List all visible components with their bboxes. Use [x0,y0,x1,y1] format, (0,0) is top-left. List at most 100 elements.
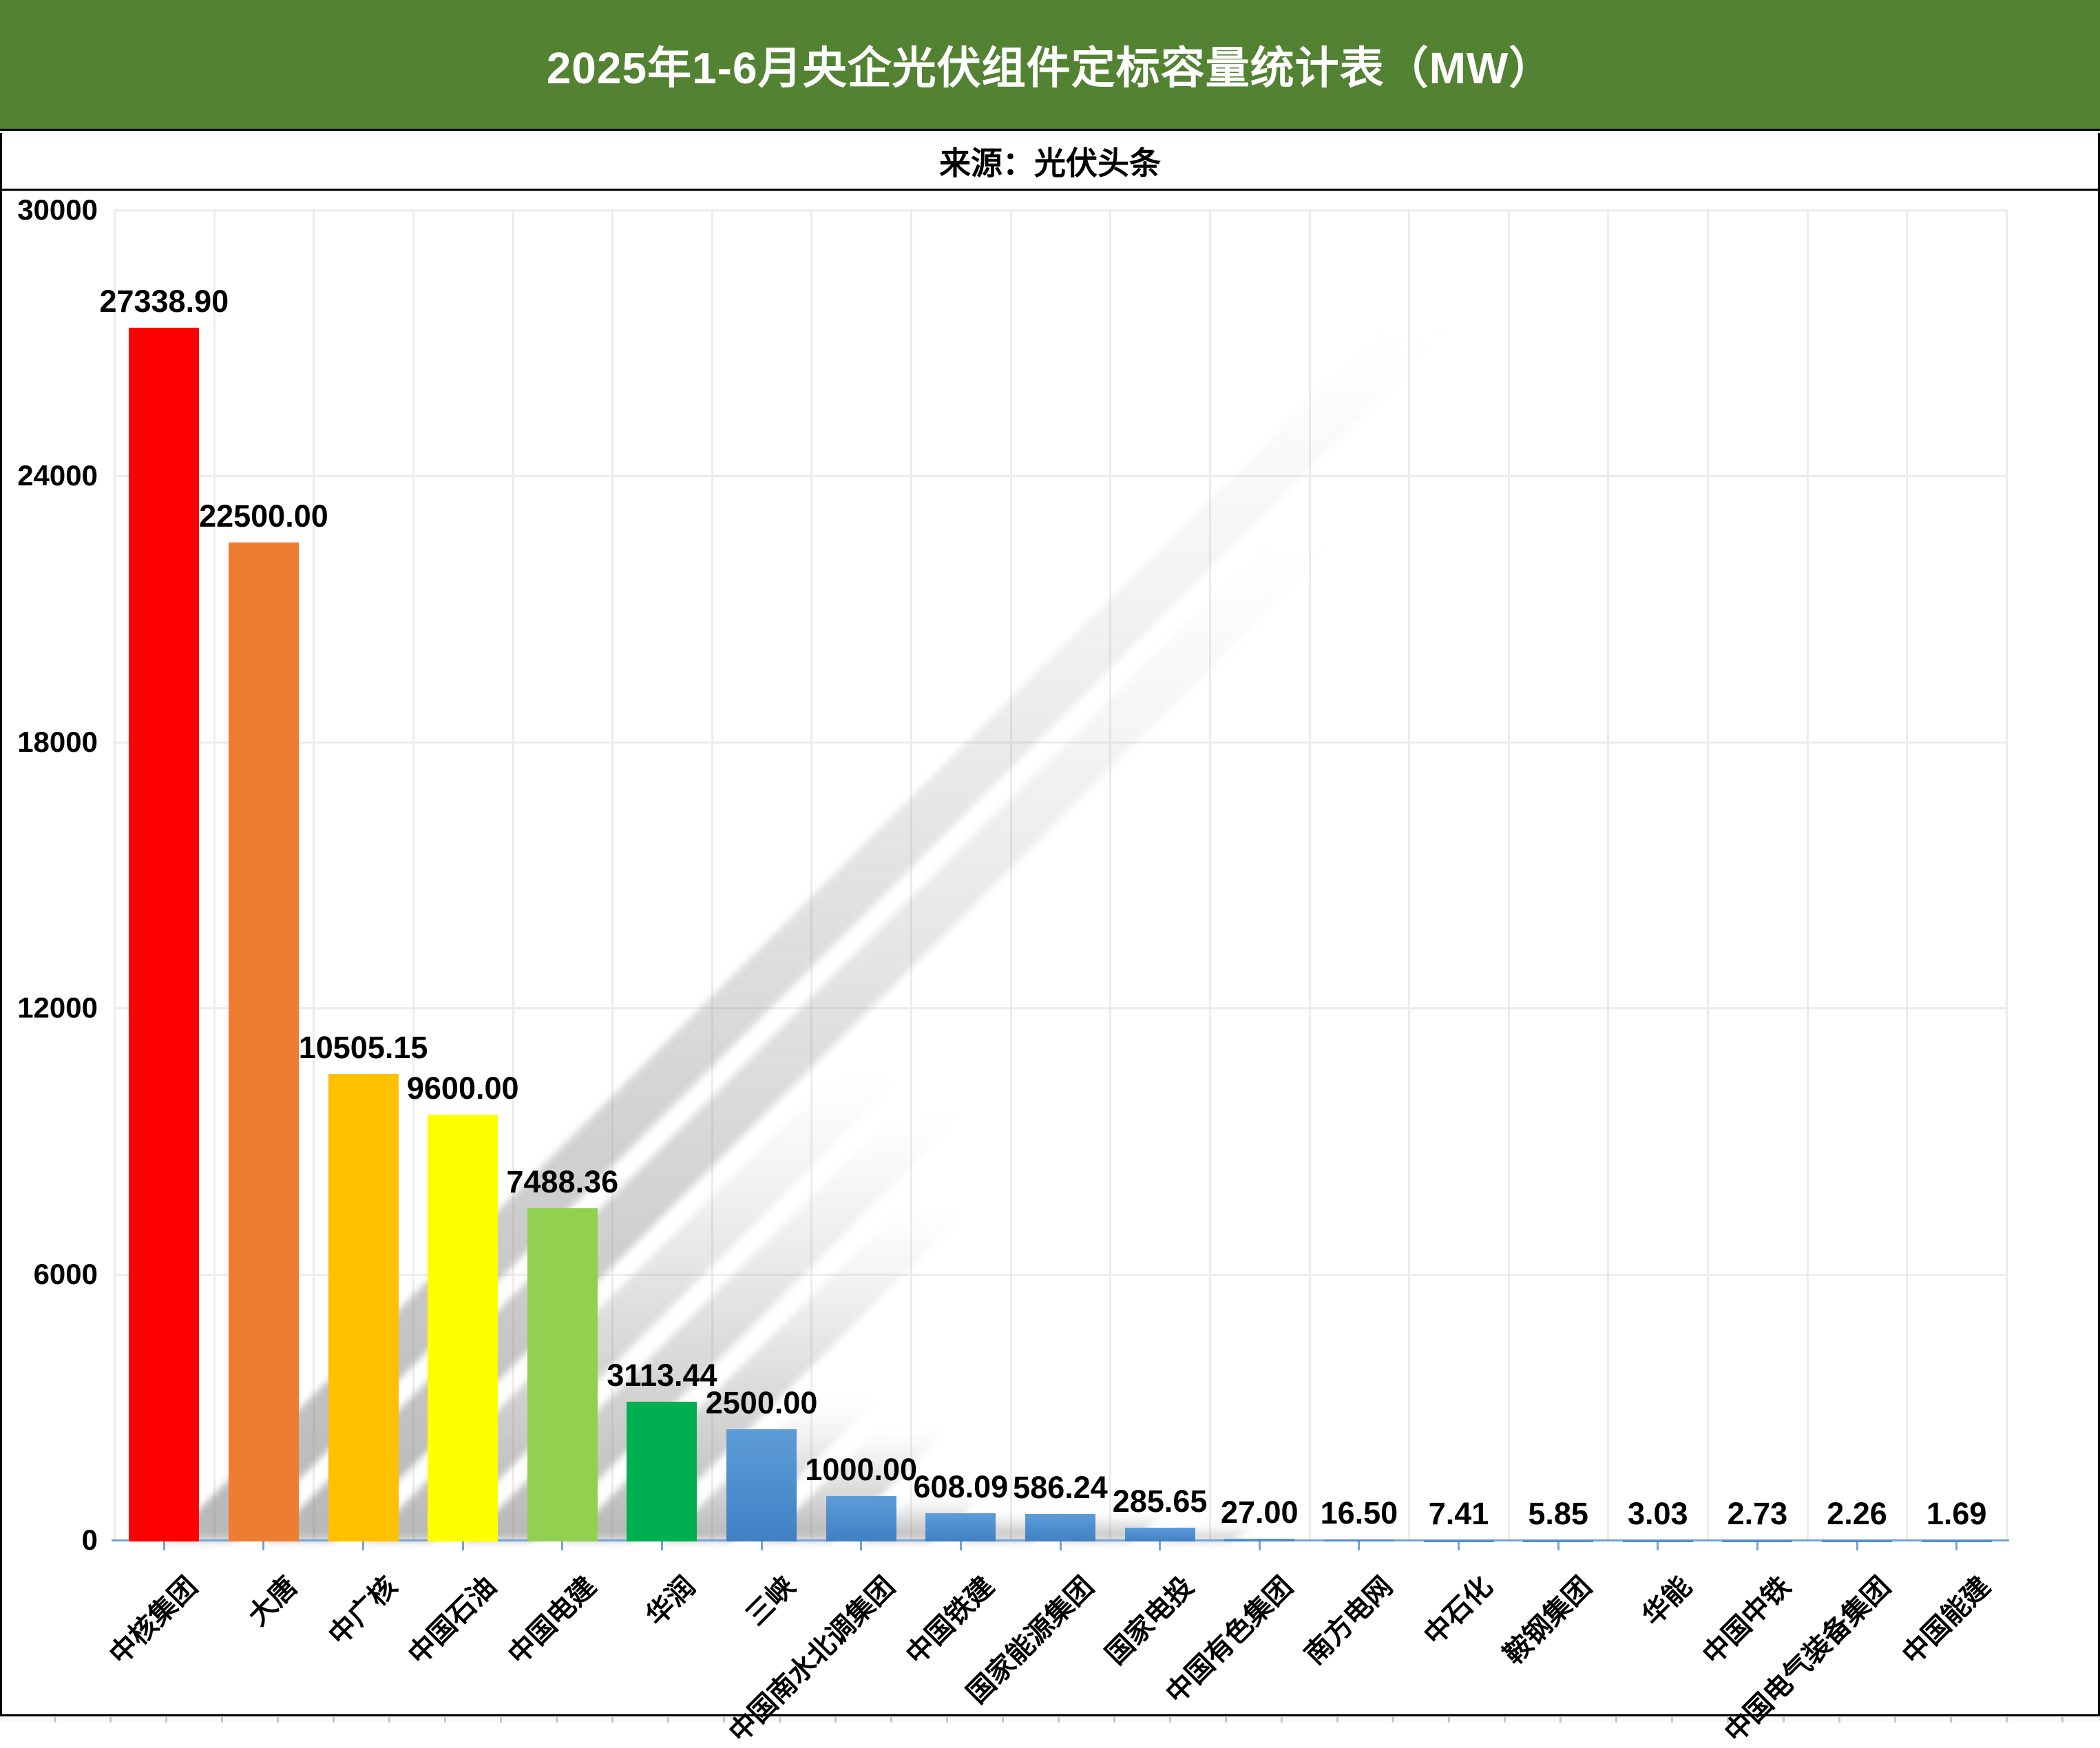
horizontal-gridline [114,209,2006,211]
bar-中国电建 [527,1208,598,1541]
bar-value-label: 27338.90 [99,284,229,319]
bar-南方电网 [1323,1539,1394,1541]
x-axis-category-label: 中国能建 [1896,1571,1996,1671]
x-axis-category-label: 中石化 [1418,1571,1498,1651]
bar-中国电气装备集团 [1822,1539,1893,1542]
x-axis-tick [561,1540,564,1550]
bar-三峡 [726,1429,797,1541]
y-axis-tick-label: 0 [81,1524,98,1556]
x-axis-tick [660,1540,663,1550]
x-axis-tick [1557,1540,1560,1550]
vertical-gridline [1408,210,1411,1540]
bar-value-label: 1.69 [1926,1495,1987,1531]
bar-中核集团 [129,328,200,1541]
x-axis-category-label: 大唐 [242,1571,304,1632]
spreadsheet-grid-strip [0,1716,2100,1723]
y-axis-tick-label: 24000 [17,459,98,492]
x-axis-tick [860,1540,863,1550]
bar-value-label: 16.50 [1320,1495,1398,1530]
bar-value-label: 608.09 [913,1468,1009,1504]
bar-大唐 [228,543,299,1541]
bar-中国中铁 [1722,1539,1793,1542]
source-label: 来源：光伏头条 [939,145,1161,181]
x-axis-tick [262,1540,265,1550]
x-axis-tick [1856,1540,1858,1550]
x-axis-tick [959,1540,962,1550]
x-axis-category-label: 国家电投 [1100,1571,1199,1671]
x-axis-tick [1458,1540,1460,1550]
x-axis-category-label: 中国电建 [502,1571,602,1671]
y-axis-tick-label: 18000 [17,725,98,758]
bar-中广核 [328,1074,399,1541]
y-axis-tick-label: 12000 [17,991,98,1024]
y-axis-tick-label: 30000 [17,193,98,226]
bar-中国南水北调集团 [826,1495,896,1541]
bar-国家电投 [1124,1527,1195,1541]
bar-value-label: 2500.00 [705,1385,818,1420]
bar-中国石油 [428,1114,498,1541]
x-axis-category-label: 三峡 [740,1571,801,1632]
x-axis-tick [162,1540,165,1550]
x-axis-tick [1657,1540,1659,1550]
bar-value-label: 10505.15 [298,1030,428,1066]
x-axis-category-label: 中国中铁 [1697,1571,1797,1671]
x-axis-category-label: 华润 [640,1571,702,1632]
vertical-gridline [1208,210,1211,1540]
bar-value-label: 27.00 [1220,1495,1299,1530]
vertical-gridline [1607,210,1610,1540]
x-axis-tick [362,1540,365,1550]
vertical-gridline [1707,210,1710,1540]
x-axis-category-label: 鞍钢集团 [1498,1571,1598,1671]
chart-title-bar: 2025年1-6月央企光伏组件定标容量统计表（MW） [0,0,2100,131]
x-axis-category-label: 中国铁建 [901,1571,1000,1671]
bar-value-label: 5.85 [1528,1495,1588,1531]
x-axis-category-label: 华能 [1637,1571,1697,1632]
x-axis-tick [1955,1540,1958,1550]
bar-华润 [627,1402,697,1541]
source-row: 来源：光伏头条 [0,133,2100,191]
bar-value-label: 9600.00 [406,1070,519,1106]
bar-value-label: 586.24 [1013,1470,1108,1506]
x-axis-tick [1358,1540,1361,1550]
bar-华能 [1622,1539,1693,1542]
bar-value-label: 7488.36 [506,1163,619,1199]
vertical-gridline [1109,210,1112,1540]
vertical-gridline [114,210,116,1540]
bar-value-label: 2.73 [1727,1495,1788,1531]
vertical-gridline [611,210,614,1540]
x-axis-category-label: 中核集团 [104,1571,204,1671]
bar-value-label: 1000.00 [805,1451,918,1487]
vertical-gridline [1507,210,1510,1540]
bar-中石化 [1423,1539,1494,1542]
x-axis-category-label: 南方电网 [1299,1571,1399,1671]
vertical-gridline [412,210,414,1540]
y-axis-tick-label: 6000 [33,1257,98,1290]
horizontal-gridline [114,475,2006,478]
horizontal-gridline [114,1007,2006,1010]
x-axis-category-label: 中国石油 [403,1571,503,1671]
vertical-gridline [1906,210,1909,1540]
vertical-gridline [313,210,315,1540]
bar-value-label: 285.65 [1112,1483,1208,1519]
x-axis-category-label: 中广核 [322,1571,403,1651]
vertical-gridline [2006,210,2008,1540]
bar-value-label: 7.41 [1428,1495,1489,1531]
x-axis-tick [1756,1540,1758,1550]
vertical-gridline [1009,210,1012,1540]
vertical-gridline [910,210,913,1540]
vertical-gridline [512,210,514,1540]
bar-value-label: 2.26 [1827,1495,1887,1531]
bar-value-label: 3113.44 [607,1358,717,1393]
vertical-gridline [1806,210,1809,1540]
bar-value-label: 22500.00 [199,498,328,534]
bar-中国有色集团 [1224,1539,1295,1541]
page-title: 2025年1-6月央企光伏组件定标容量统计表（MW） [546,43,1554,93]
vertical-gridline [810,210,813,1540]
bar-value-label: 3.03 [1627,1495,1688,1531]
bar-中国铁建 [925,1513,996,1541]
x-axis-tick [1159,1540,1162,1550]
vertical-gridline [711,210,713,1540]
vertical-gridline [213,210,216,1540]
